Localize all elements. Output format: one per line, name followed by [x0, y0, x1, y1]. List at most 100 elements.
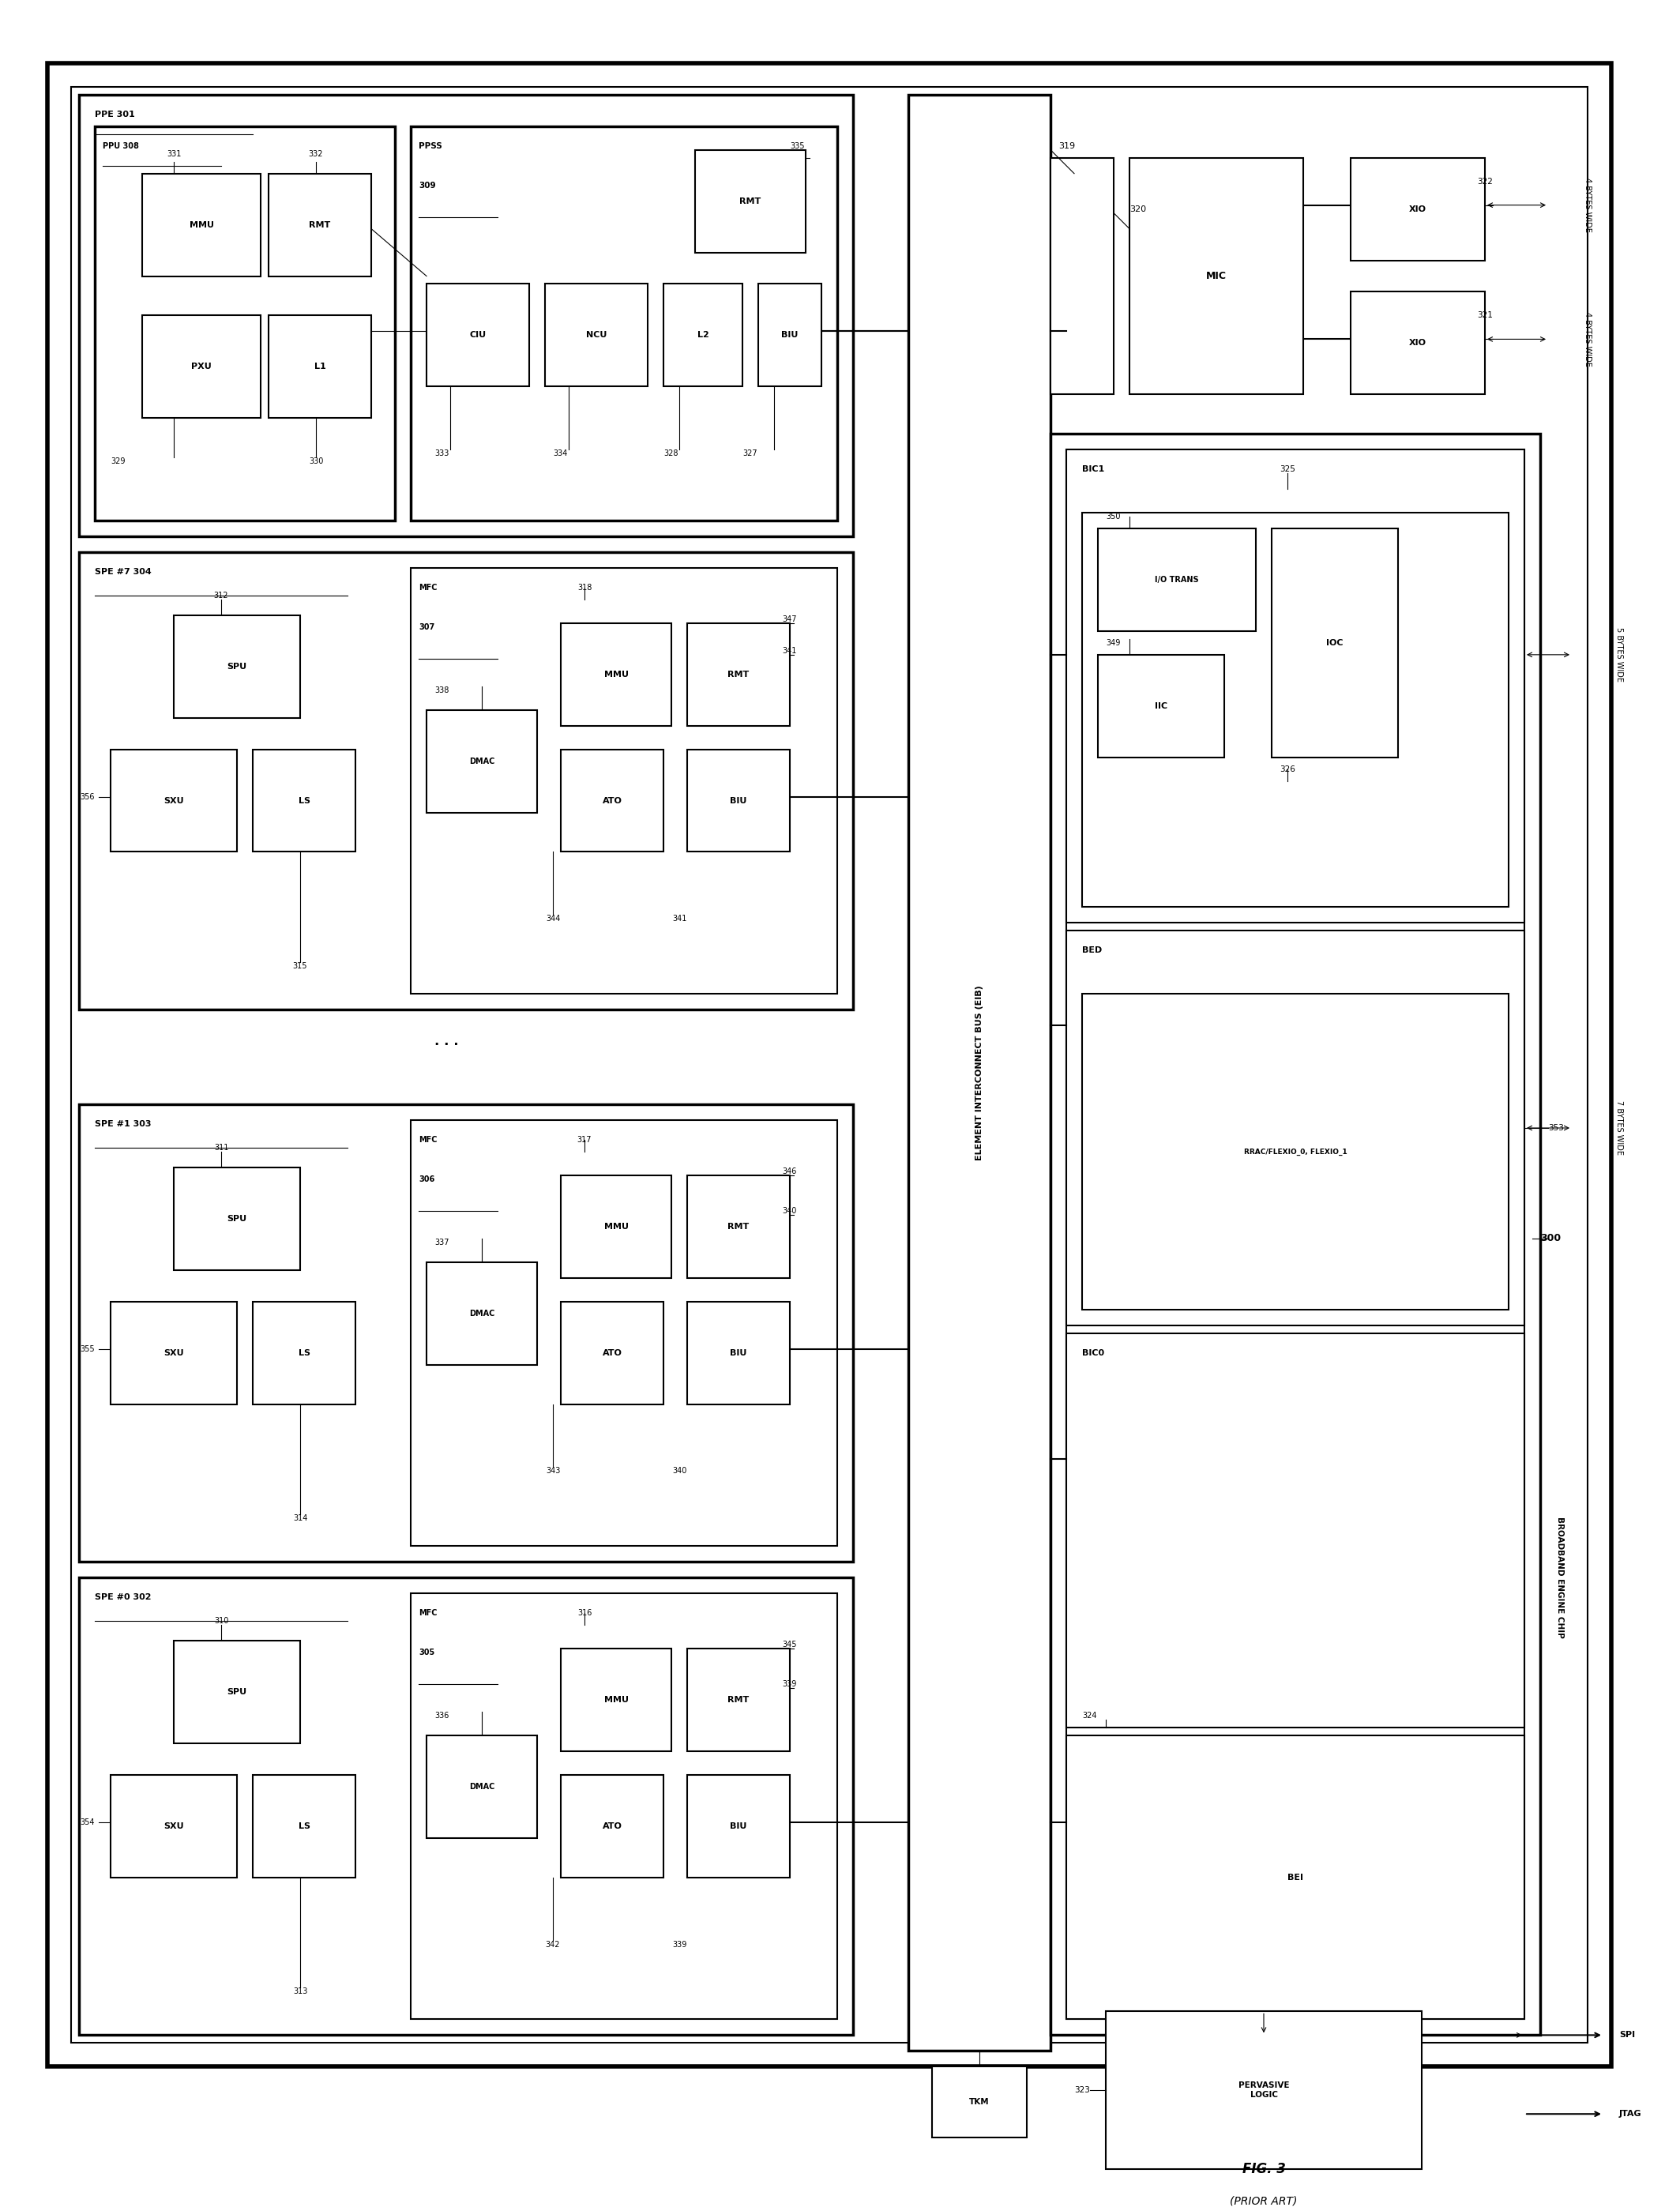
Bar	[561, 1774, 664, 1878]
Bar	[932, 2066, 1026, 2139]
Text: PPU 308: PPU 308	[102, 141, 139, 150]
Bar	[1067, 931, 1524, 1324]
Bar	[1067, 1333, 1524, 1728]
Text: SPU: SPU	[227, 662, 247, 671]
Bar	[173, 616, 301, 717]
Bar	[173, 1168, 301, 1269]
Bar	[687, 622, 790, 726]
Text: 4 BYTES WIDE: 4 BYTES WIDE	[1584, 311, 1591, 366]
Text: BIU: BIU	[781, 331, 798, 340]
Text: 341: 341	[781, 647, 796, 655]
Text: 322: 322	[1477, 177, 1494, 185]
Text: BIU: BIU	[731, 1348, 748, 1357]
Text: 350: 350	[1105, 512, 1121, 521]
Text: MFC: MFC	[418, 1137, 437, 1143]
Bar	[664, 285, 743, 386]
Text: 319: 319	[1058, 141, 1075, 150]
Bar	[143, 174, 260, 276]
Text: PPSS: PPSS	[418, 141, 442, 150]
Text: 7 BYTES WIDE: 7 BYTES WIDE	[1614, 1101, 1623, 1154]
Text: 309: 309	[418, 181, 435, 190]
Bar	[410, 1593, 837, 2019]
Text: 335: 335	[790, 141, 805, 150]
Bar	[79, 552, 853, 1009]
Text: (PRIOR ART): (PRIOR ART)	[1230, 2196, 1297, 2207]
Text: 328: 328	[664, 450, 679, 457]
Text: 306: 306	[418, 1176, 435, 1183]
Bar	[561, 622, 672, 726]
Text: 336: 336	[435, 1713, 449, 1719]
Bar	[687, 1649, 790, 1750]
Text: ATO: ATO	[603, 797, 622, 806]
Bar	[79, 1104, 853, 1563]
Text: XIO: XIO	[1410, 340, 1426, 346]
Text: 341: 341	[672, 916, 687, 923]
Bar	[79, 1578, 853, 2035]
Text: 339: 339	[781, 1680, 796, 1688]
Text: RMT: RMT	[727, 1695, 749, 1704]
Bar	[1050, 157, 1114, 395]
Text: PPE 301: PPE 301	[94, 110, 134, 119]
Bar	[1105, 2011, 1421, 2169]
Text: MMU: MMU	[603, 671, 628, 678]
Bar	[909, 95, 1050, 2050]
Text: 342: 342	[546, 1940, 559, 1949]
Text: DMAC: DMAC	[469, 757, 494, 766]
Text: MFC: MFC	[418, 583, 437, 591]
Text: 331: 331	[166, 150, 181, 157]
Text: 349: 349	[1105, 638, 1121, 647]
Bar	[111, 1302, 237, 1404]
Text: 334: 334	[553, 450, 568, 457]
Bar	[1050, 435, 1541, 2035]
Text: MIC: MIC	[1206, 271, 1226, 280]
Text: RMT: RMT	[727, 1223, 749, 1232]
Bar	[1082, 993, 1509, 1309]
Text: 316: 316	[578, 1609, 591, 1618]
Text: 356: 356	[81, 792, 94, 801]
Bar	[687, 750, 790, 852]
Text: LS: LS	[297, 1348, 311, 1357]
Text: NCU: NCU	[586, 331, 606, 340]
Text: 346: 346	[781, 1168, 796, 1176]
Text: 330: 330	[309, 457, 323, 466]
Bar	[79, 95, 853, 536]
Bar	[111, 750, 237, 852]
Text: RMT: RMT	[727, 671, 749, 678]
Text: 315: 315	[292, 962, 307, 971]
Text: MMU: MMU	[190, 221, 213, 230]
Text: PERVASIVE
LOGIC: PERVASIVE LOGIC	[1238, 2081, 1289, 2099]
Text: 310: 310	[213, 1618, 228, 1624]
Bar	[252, 1302, 356, 1404]
Bar	[252, 1774, 356, 1878]
Text: 340: 340	[672, 1468, 687, 1474]
Bar	[269, 316, 371, 417]
Text: BIU: BIU	[731, 1823, 748, 1830]
Text: 340: 340	[781, 1207, 796, 1214]
Text: 339: 339	[672, 1940, 687, 1949]
Bar	[410, 1121, 837, 1547]
Text: 324: 324	[1082, 1713, 1097, 1719]
Text: BIU: BIU	[731, 797, 748, 806]
Text: 343: 343	[546, 1468, 559, 1474]
Bar	[427, 285, 529, 386]
Bar	[111, 1774, 237, 1878]
Bar	[561, 1176, 672, 1278]
Bar	[687, 1774, 790, 1878]
Bar	[561, 1302, 664, 1404]
Text: 345: 345	[781, 1640, 796, 1649]
Text: 4 BYTES WIDE: 4 BYTES WIDE	[1584, 179, 1591, 232]
Text: 338: 338	[435, 686, 449, 695]
Text: DMAC: DMAC	[469, 1783, 494, 1790]
Text: SPE #7 304: SPE #7 304	[94, 567, 151, 576]
Text: 327: 327	[743, 450, 758, 457]
Text: SPI: SPI	[1620, 2030, 1635, 2039]
Text: MFC: MFC	[418, 1609, 437, 1618]
Bar	[173, 1640, 301, 1744]
Bar	[1129, 157, 1304, 395]
Text: 329: 329	[111, 457, 126, 466]
Text: SXU: SXU	[163, 1348, 183, 1357]
Text: 337: 337	[435, 1238, 449, 1247]
Bar	[1351, 157, 1485, 260]
Text: 325: 325	[1280, 466, 1295, 472]
Text: 323: 323	[1074, 2086, 1090, 2094]
